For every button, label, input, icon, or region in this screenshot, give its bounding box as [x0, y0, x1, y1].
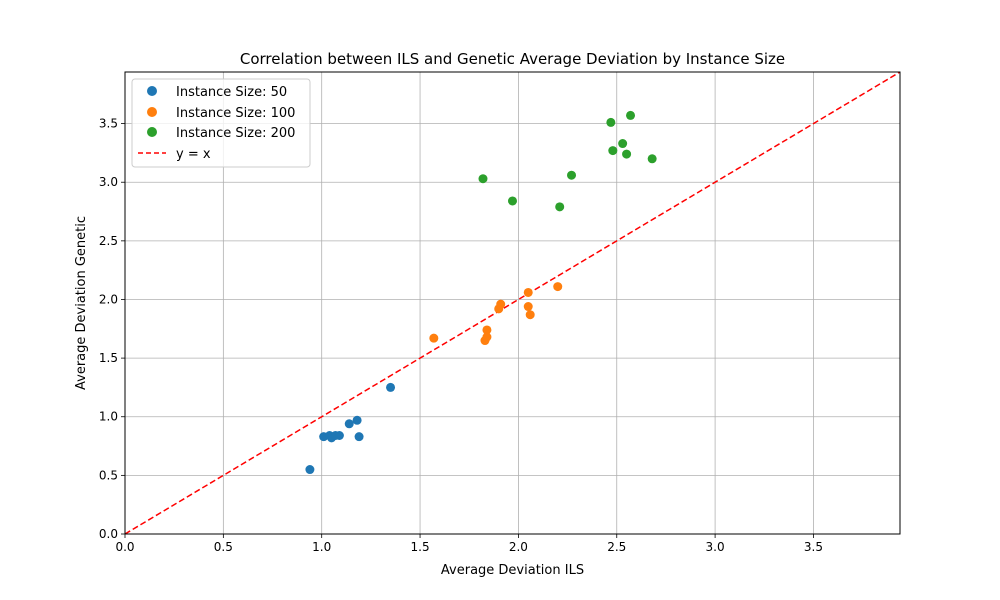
y-tick-label: 2.0: [99, 292, 118, 306]
reference-line-y-equals-x: [124, 71, 901, 535]
x-tick-label: 1.5: [411, 540, 430, 554]
x-tick-label: 2.0: [509, 540, 528, 554]
y-tick-label: 0.5: [99, 468, 118, 482]
data-point-size-100: [525, 310, 535, 320]
y-axis-ticks: 0.0 0.5 1.0 1.5 2.0 2.5 3.0 3.5: [99, 117, 125, 541]
y-axis-label: Average Deviation Genetic: [74, 216, 89, 390]
y-tick-label: 2.5: [99, 234, 118, 248]
y-tick-label: 0.0: [99, 527, 118, 541]
plot-frame: [124, 71, 901, 535]
data-point-size-200: [508, 196, 517, 206]
data-point-size-200: [618, 139, 628, 149]
data-point-size-200: [478, 174, 488, 184]
data-points: [305, 110, 657, 475]
data-point-size-100: [523, 287, 533, 297]
data-point-size-100: [482, 325, 492, 335]
x-tick-label: 2.5: [607, 540, 626, 554]
y-tick-label: 1.0: [99, 410, 118, 424]
data-point-size-50: [386, 382, 396, 392]
data-point-size-200: [606, 117, 616, 127]
x-axis-label: Average Deviation ILS: [441, 563, 584, 578]
legend-label-size-50: Instance Size: 50: [176, 85, 287, 100]
data-point-size-50: [354, 432, 364, 442]
data-point-size-100: [496, 299, 506, 309]
legend-box: [131, 78, 311, 168]
data-point-size-100: [523, 302, 533, 312]
data-point-size-200: [608, 146, 618, 156]
legend-marker-size-100: [147, 107, 157, 117]
x-tick-label: 0.0: [115, 540, 134, 554]
data-point-size-100: [553, 282, 563, 292]
data-point-size-200: [555, 202, 565, 212]
y-tick-label: 3.0: [99, 175, 118, 189]
x-axis-ticks: 0.0 0.5 1.0 1.5 2.0 2.5 3.0 3.5: [115, 534, 823, 554]
legend-label-size-100: Instance Size: 100: [176, 106, 295, 121]
x-tick-label: 3.5: [804, 540, 823, 554]
data-point-size-50: [352, 415, 362, 425]
legend-label-reference-line: y = x: [176, 147, 211, 162]
data-point-size-100: [429, 333, 439, 343]
data-point-size-200: [626, 110, 636, 120]
x-tick-label: 1.0: [312, 540, 331, 554]
data-point-size-50: [344, 419, 354, 429]
reference-line-group: [124, 71, 901, 535]
legend: Instance Size: 50 Instance Size: 100 Ins…: [131, 78, 311, 168]
chart-title: Correlation between ILS and Genetic Aver…: [240, 50, 785, 68]
legend-marker-size-200: [147, 127, 157, 137]
data-point-size-200: [647, 154, 657, 164]
legend-marker-size-50: [147, 86, 157, 96]
data-point-size-100: [482, 332, 492, 342]
x-tick-label: 0.5: [214, 540, 233, 554]
y-tick-label: 3.5: [99, 117, 118, 131]
x-tick-label: 3.0: [706, 540, 725, 554]
legend-label-size-200: Instance Size: 200: [176, 126, 295, 141]
data-point-size-200: [567, 170, 577, 180]
data-point-size-50: [305, 465, 315, 475]
y-tick-label: 1.5: [99, 351, 118, 365]
data-point-size-50: [334, 431, 344, 441]
data-point-size-200: [622, 149, 632, 159]
